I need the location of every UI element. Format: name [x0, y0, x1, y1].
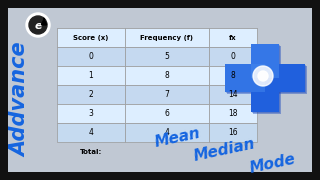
Text: 4: 4	[164, 128, 169, 137]
Text: 7: 7	[164, 90, 169, 99]
FancyBboxPatch shape	[209, 28, 257, 47]
FancyBboxPatch shape	[125, 85, 209, 104]
Text: 6: 6	[164, 109, 169, 118]
Circle shape	[253, 66, 273, 86]
FancyBboxPatch shape	[125, 28, 209, 47]
Text: fx: fx	[229, 35, 237, 40]
Text: 4: 4	[89, 128, 93, 137]
Text: Mode: Mode	[248, 152, 297, 176]
Text: Mean: Mean	[153, 126, 202, 150]
FancyBboxPatch shape	[125, 123, 209, 142]
Text: 5: 5	[164, 52, 169, 61]
FancyBboxPatch shape	[57, 47, 125, 66]
FancyBboxPatch shape	[8, 8, 312, 172]
Text: 1: 1	[89, 71, 93, 80]
Text: 18: 18	[228, 109, 238, 118]
Circle shape	[258, 71, 268, 81]
FancyBboxPatch shape	[209, 47, 257, 66]
Text: e: e	[34, 21, 42, 31]
FancyBboxPatch shape	[252, 45, 280, 113]
FancyBboxPatch shape	[227, 66, 307, 94]
Text: Total:: Total:	[80, 148, 102, 154]
Text: 8: 8	[231, 71, 236, 80]
Text: Median: Median	[192, 136, 257, 164]
FancyBboxPatch shape	[57, 123, 125, 142]
Text: 0: 0	[231, 52, 236, 61]
FancyBboxPatch shape	[57, 104, 125, 123]
Text: Addvance: Addvance	[10, 43, 30, 157]
FancyBboxPatch shape	[57, 28, 125, 47]
Text: 3: 3	[89, 109, 93, 118]
Text: Frequency (f): Frequency (f)	[140, 35, 194, 40]
FancyBboxPatch shape	[251, 44, 279, 78]
FancyBboxPatch shape	[209, 123, 257, 142]
FancyBboxPatch shape	[209, 85, 257, 104]
FancyBboxPatch shape	[225, 64, 265, 92]
FancyBboxPatch shape	[226, 65, 306, 93]
Text: Score (x): Score (x)	[73, 35, 109, 40]
FancyBboxPatch shape	[225, 64, 305, 92]
FancyBboxPatch shape	[209, 66, 257, 85]
FancyBboxPatch shape	[57, 85, 125, 104]
Circle shape	[29, 16, 47, 34]
Circle shape	[26, 13, 50, 37]
Text: 14: 14	[228, 90, 238, 99]
FancyBboxPatch shape	[209, 28, 257, 47]
Text: 2: 2	[89, 90, 93, 99]
FancyBboxPatch shape	[57, 28, 125, 47]
FancyBboxPatch shape	[125, 66, 209, 85]
Text: 16: 16	[228, 128, 238, 137]
FancyBboxPatch shape	[125, 28, 209, 47]
FancyBboxPatch shape	[209, 104, 257, 123]
Text: 0: 0	[89, 52, 93, 61]
FancyBboxPatch shape	[125, 104, 209, 123]
FancyBboxPatch shape	[57, 66, 125, 85]
FancyBboxPatch shape	[125, 47, 209, 66]
FancyBboxPatch shape	[253, 46, 281, 114]
FancyBboxPatch shape	[8, 8, 312, 172]
FancyBboxPatch shape	[251, 44, 279, 112]
Text: 8: 8	[164, 71, 169, 80]
